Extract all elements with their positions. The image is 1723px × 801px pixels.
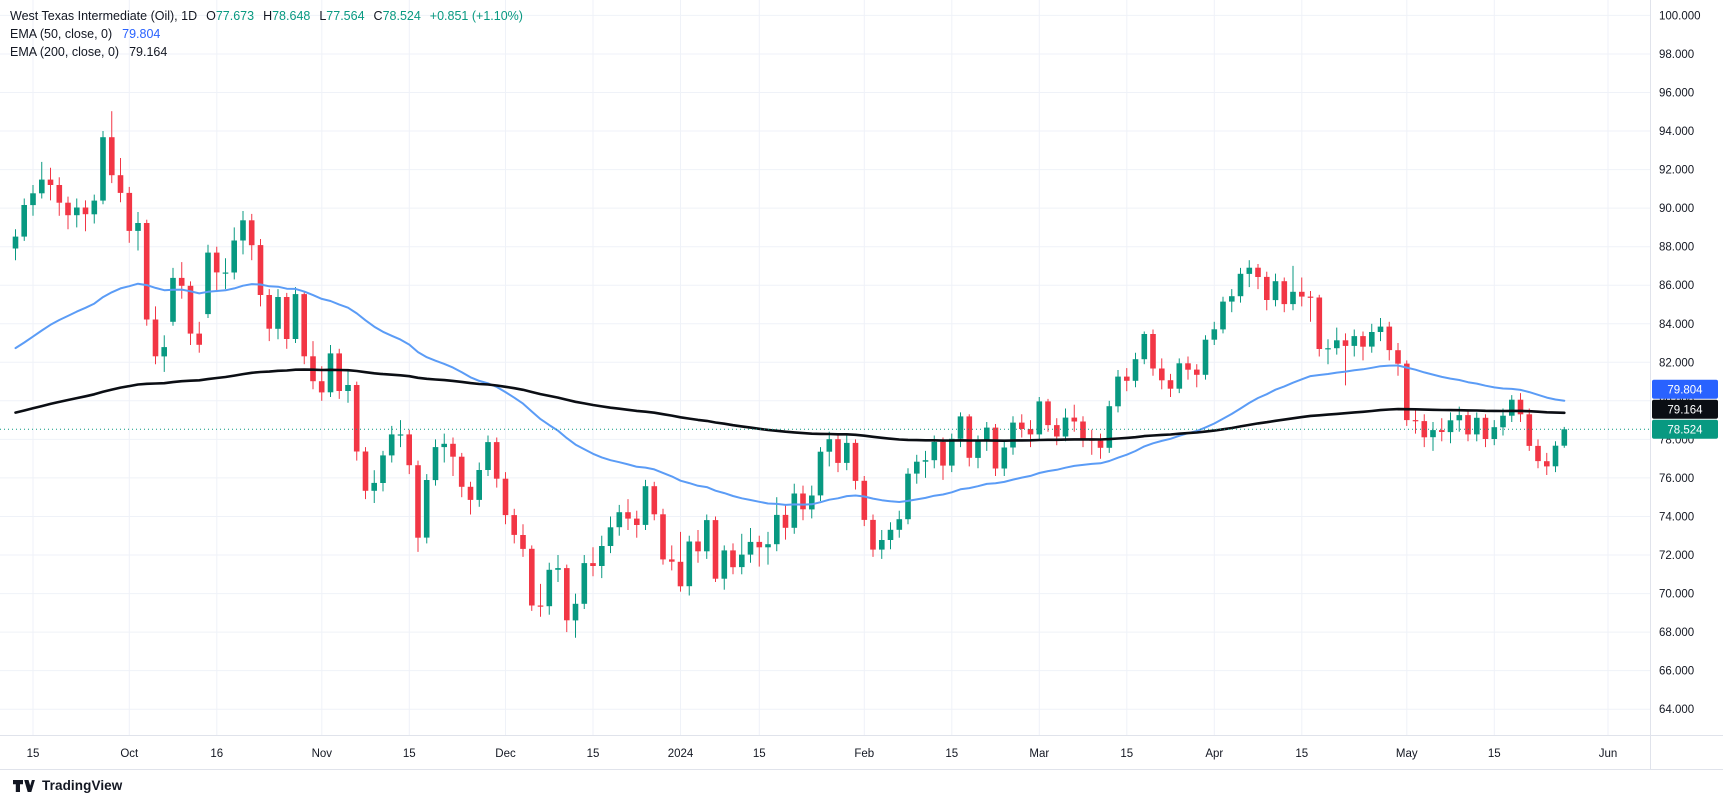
- svg-text:66.000: 66.000: [1659, 666, 1694, 678]
- svg-text:Mar: Mar: [1029, 748, 1049, 760]
- svg-text:68.000: 68.000: [1659, 627, 1694, 639]
- svg-text:Dec: Dec: [495, 748, 516, 760]
- svg-text:96.000: 96.000: [1659, 88, 1694, 100]
- ohlc-low: L77.564: [319, 9, 365, 23]
- ema50-label: EMA (50, close, 0): [10, 27, 113, 41]
- tradingview-wordmark: TradingView: [42, 778, 123, 793]
- svg-text:May: May: [1396, 748, 1418, 760]
- svg-text:94.000: 94.000: [1659, 126, 1694, 138]
- svg-text:15: 15: [1120, 748, 1133, 760]
- symbol-title: West Texas Intermediate (Oil), 1D: [10, 9, 198, 23]
- chart-legend: West Texas Intermediate (Oil), 1D O77.67…: [10, 7, 523, 61]
- ohlc-close: C78.524: [373, 9, 421, 23]
- svg-text:15: 15: [1295, 748, 1308, 760]
- svg-text:15: 15: [587, 748, 600, 760]
- svg-text:Jun: Jun: [1599, 748, 1618, 760]
- svg-text:15: 15: [753, 748, 766, 760]
- svg-text:76.000: 76.000: [1659, 473, 1694, 485]
- svg-text:84.000: 84.000: [1659, 319, 1694, 331]
- svg-text:72.000: 72.000: [1659, 550, 1694, 562]
- svg-text:15: 15: [1488, 748, 1501, 760]
- price-change: +0.851 (+1.10%): [429, 9, 523, 23]
- svg-text:Oct: Oct: [120, 748, 139, 760]
- price-chart-panel: 100.000 98.000 96.000 94.000 92.000 90.000 88.…: [0, 0, 1723, 769]
- svg-text:79.804: 79.804: [1667, 384, 1703, 396]
- tradingview-attribution[interactable]: TradingView: [13, 778, 122, 793]
- ema50-legend-row[interactable]: EMA (50, close, 0) 79.804: [10, 25, 523, 43]
- bottom-toolbar: TradingView: [0, 769, 1723, 801]
- ema200-label: EMA (200, close, 0): [10, 45, 120, 59]
- candlestick-canvas[interactable]: 100.000 98.000 96.000 94.000 92.000 90.000 88.…: [0, 0, 1723, 769]
- svg-text:15: 15: [27, 748, 40, 760]
- svg-text:82.000: 82.000: [1659, 357, 1694, 369]
- svg-text:15: 15: [403, 748, 416, 760]
- svg-text:100.000: 100.000: [1659, 10, 1701, 22]
- svg-text:15: 15: [945, 748, 958, 760]
- ema50-value: 79.804: [122, 27, 161, 41]
- svg-text:2024: 2024: [668, 748, 694, 760]
- svg-text:16: 16: [210, 748, 223, 760]
- svg-text:86.000: 86.000: [1659, 280, 1694, 292]
- svg-text:Nov: Nov: [312, 748, 333, 760]
- svg-text:Feb: Feb: [854, 748, 874, 760]
- svg-text:90.000: 90.000: [1659, 203, 1694, 215]
- ema200-value: 79.164: [129, 45, 168, 59]
- svg-text:Apr: Apr: [1205, 748, 1223, 760]
- svg-text:64.000: 64.000: [1659, 704, 1694, 716]
- ohlc-high: H78.648: [263, 9, 311, 23]
- svg-text:98.000: 98.000: [1659, 49, 1694, 61]
- svg-text:88.000: 88.000: [1659, 242, 1694, 254]
- svg-text:79.164: 79.164: [1667, 404, 1703, 416]
- ema200-legend-row[interactable]: EMA (200, close, 0) 79.164: [10, 43, 523, 61]
- ohlc-open: O77.673: [206, 9, 255, 23]
- symbol-legend-row[interactable]: West Texas Intermediate (Oil), 1D O77.67…: [10, 7, 523, 25]
- svg-text:92.000: 92.000: [1659, 165, 1694, 177]
- tradingview-logo-icon: [13, 779, 35, 792]
- svg-text:78.524: 78.524: [1667, 424, 1703, 436]
- svg-text:74.000: 74.000: [1659, 512, 1694, 524]
- svg-text:70.000: 70.000: [1659, 589, 1694, 601]
